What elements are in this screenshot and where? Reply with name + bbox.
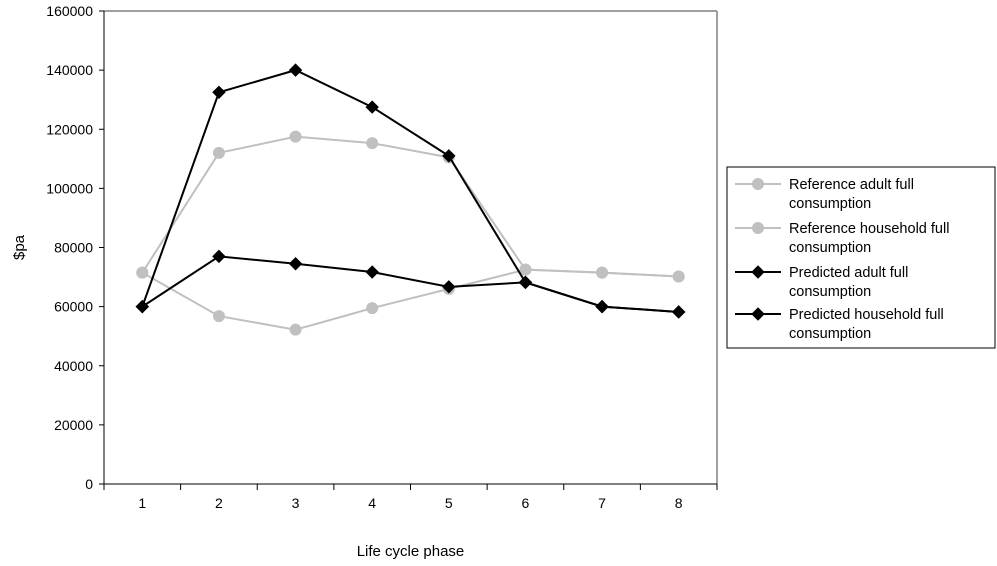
- legend-label: consumption: [789, 284, 871, 300]
- x-tick-label: 6: [522, 495, 530, 511]
- legend-entry-1: Reference adult full consumption: [735, 177, 914, 212]
- y-tick-label: 60000: [54, 299, 93, 315]
- x-tick-label: 4: [368, 495, 376, 511]
- data-point: [518, 275, 533, 290]
- data-point: [212, 249, 226, 264]
- series-4: [135, 63, 686, 319]
- data-point: [365, 100, 379, 114]
- data-point: [288, 257, 303, 271]
- data-point: [212, 146, 225, 159]
- legend-label: Predicted adult full: [789, 265, 908, 281]
- series-line: [141, 255, 679, 313]
- legend-marker: [751, 265, 765, 279]
- y-tick-label: 20000: [54, 417, 93, 433]
- x-tick-label: 5: [445, 495, 453, 511]
- legend-entry-3: Predicted adult full consumption: [735, 265, 908, 300]
- data-point: [366, 137, 379, 150]
- data-point: [289, 130, 302, 143]
- x-tick-label: 2: [215, 495, 223, 511]
- legend-label: Reference household full: [789, 221, 949, 237]
- y-tick-label: 140000: [46, 62, 93, 78]
- legend-label: consumption: [789, 196, 871, 212]
- legend-box: [726, 166, 996, 349]
- legend-marker: [752, 178, 764, 190]
- data-point: [136, 266, 149, 279]
- y-tick-label: 100000: [46, 180, 93, 196]
- y-tick-label: 0: [85, 476, 93, 492]
- data-point: [672, 270, 685, 283]
- data-point: [289, 323, 302, 336]
- legend-label: Reference adult full: [789, 177, 914, 193]
- data-point: [596, 266, 609, 279]
- legend-label: Predicted household full: [789, 307, 944, 323]
- y-tick-label: 80000: [54, 240, 93, 256]
- x-tick-label: 8: [675, 495, 683, 511]
- legend-label: consumption: [789, 326, 871, 342]
- legend-label: consumption: [789, 240, 871, 256]
- data-point: [442, 280, 456, 294]
- legend-marker: [752, 222, 764, 234]
- legend-entry-2: Reference household full consumption: [735, 221, 949, 256]
- data-point: [519, 263, 532, 276]
- x-tick-label: 7: [598, 495, 606, 511]
- data-point: [288, 63, 303, 77]
- data-point: [366, 302, 379, 315]
- data-point: [135, 299, 150, 314]
- legend-entry-4: Predicted household full consumption: [735, 307, 944, 342]
- data-point: [212, 310, 225, 323]
- y-tick-label: 40000: [54, 358, 93, 374]
- data-point: [671, 305, 686, 319]
- data-point: [595, 299, 609, 314]
- legend-marker: [751, 307, 765, 321]
- y-axis-title: $pa: [11, 234, 28, 260]
- y-tick-label: 120000: [46, 121, 93, 137]
- data-point: [212, 85, 226, 100]
- x-tick-label: 1: [138, 495, 146, 511]
- x-tick-label: 3: [292, 495, 300, 511]
- data-point: [365, 265, 379, 279]
- series-line: [141, 69, 679, 313]
- series-line: [141, 135, 679, 278]
- x-axis-title: Life cycle phase: [357, 543, 465, 560]
- y-tick-label: 160000: [46, 3, 93, 19]
- data-point: [442, 149, 456, 163]
